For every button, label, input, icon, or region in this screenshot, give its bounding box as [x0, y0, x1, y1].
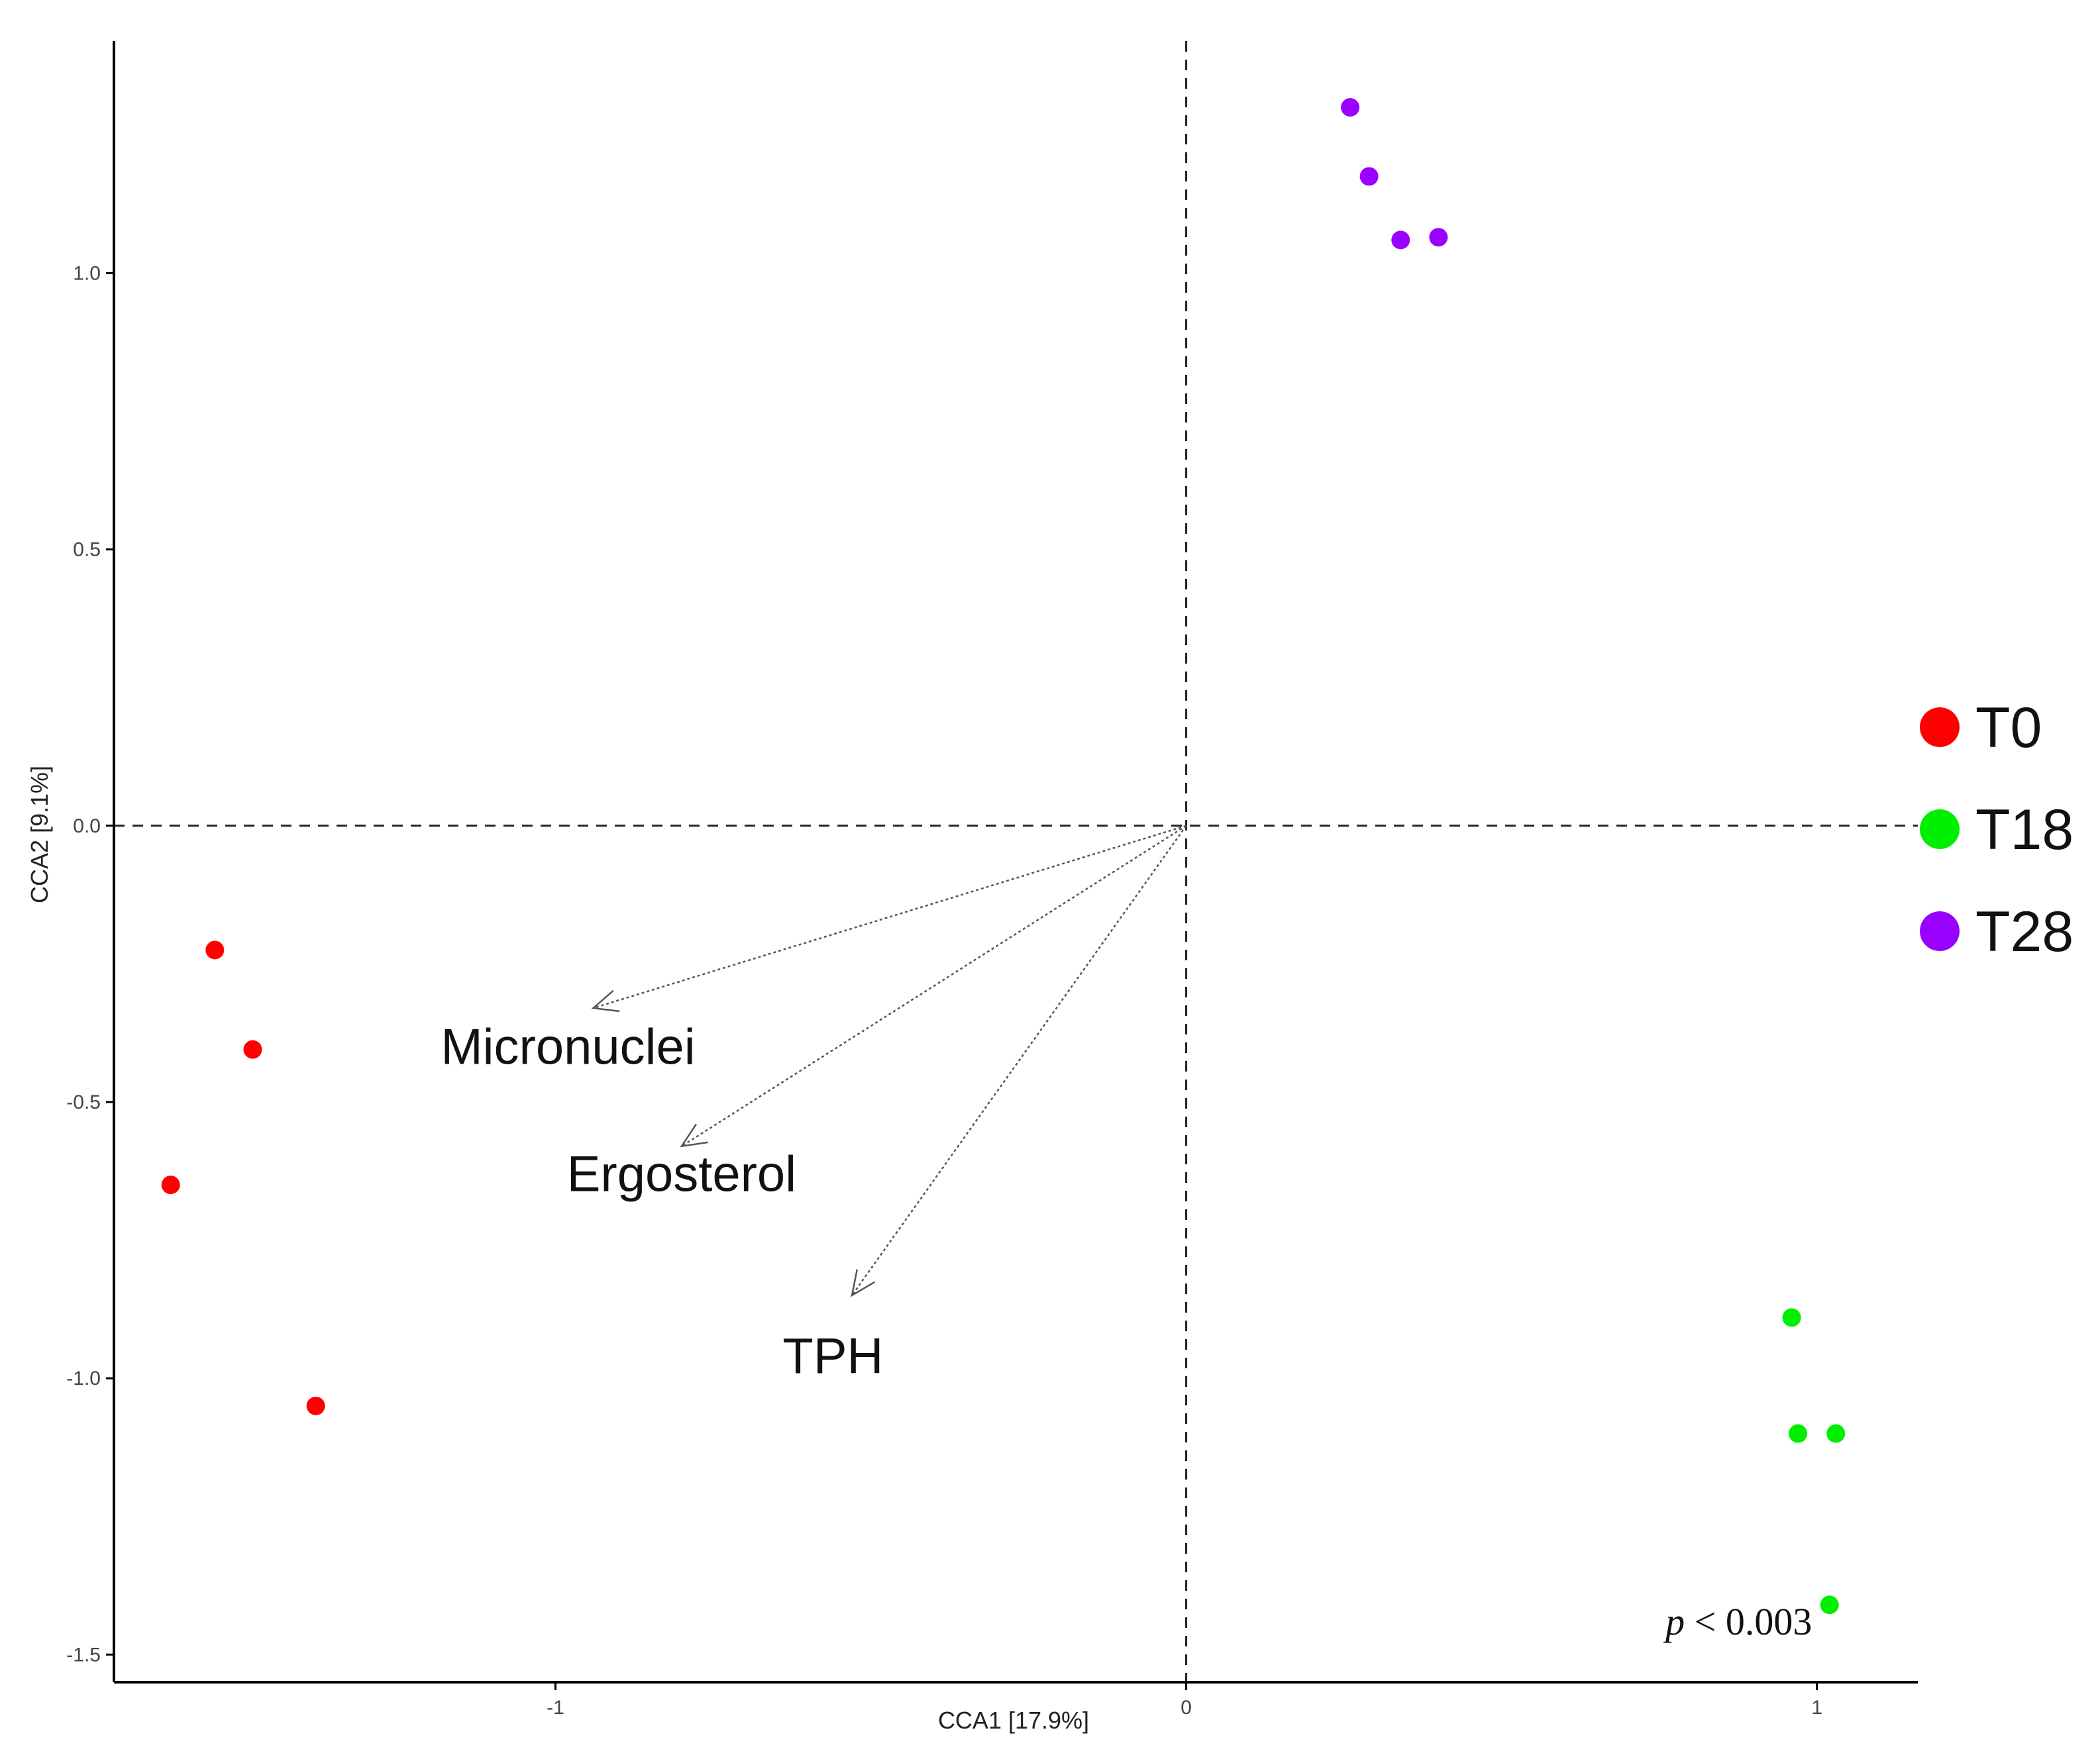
- vector-micronuclei-arrowhead: [591, 989, 620, 1013]
- point-t28: [1429, 228, 1448, 247]
- vector-micronuclei-label: Micronuclei: [441, 1019, 695, 1076]
- x-tick-label: -1: [547, 1697, 564, 1719]
- vector-ergosterol-line: [681, 825, 1187, 1147]
- point-t28: [1359, 167, 1379, 186]
- point-t18: [1826, 1424, 1846, 1443]
- point-t18: [1789, 1424, 1808, 1443]
- legend: T0 T18 T28: [1920, 696, 2074, 964]
- y-axis-ticks: -1.5 -1.0 -0.5 0.0 0.5 1.0: [66, 262, 114, 1666]
- legend-marker-t18: [1920, 809, 1960, 849]
- p-value-annotation: p < 0.003: [1663, 1600, 1812, 1643]
- legend-marker-t0: [1920, 707, 1960, 747]
- y-tick-label: -0.5: [66, 1091, 101, 1113]
- x-axis-ticks: -1 0 1: [547, 1682, 1822, 1719]
- vector-tph-line: [851, 825, 1187, 1296]
- legend-marker-t28: [1920, 911, 1960, 951]
- x-tick-label: 1: [1811, 1697, 1822, 1719]
- p-threshold: < 0.003: [1685, 1600, 1812, 1643]
- y-tick-label: 0.0: [73, 815, 101, 837]
- y-tick-label: 0.5: [73, 539, 101, 561]
- point-t18: [1820, 1595, 1839, 1615]
- point-t0: [243, 1040, 262, 1059]
- point-t18: [1782, 1308, 1801, 1327]
- point-t28: [1391, 230, 1410, 250]
- vector-micronuclei-line: [593, 825, 1186, 1009]
- point-t0: [161, 1176, 180, 1195]
- point-t0: [205, 940, 225, 960]
- axes: [113, 41, 1918, 1684]
- y-tick-label: -1.0: [66, 1368, 101, 1389]
- point-t28: [1341, 98, 1360, 117]
- vector-ergosterol-arrowhead: [680, 1123, 708, 1148]
- environmental-vectors: Micronuclei Ergosterol TPH: [441, 825, 1187, 1385]
- sample-points: [161, 98, 1846, 1615]
- y-axis-title: CCA2 [9.1%]: [26, 766, 53, 903]
- y-tick-label: -1.5: [66, 1644, 101, 1666]
- y-tick-label: 1.0: [73, 262, 101, 284]
- vector-ergosterol-label: Ergosterol: [567, 1146, 796, 1202]
- legend-label-t18: T18: [1975, 798, 2074, 862]
- reference-lines: [114, 41, 1918, 1682]
- legend-label-t28: T28: [1975, 900, 2074, 964]
- p-symbol: p: [1663, 1600, 1685, 1643]
- vector-tph-label: TPH: [782, 1329, 883, 1385]
- x-tick-label: 0: [1181, 1697, 1192, 1719]
- legend-label-t0: T0: [1975, 696, 2042, 760]
- point-t0: [306, 1396, 325, 1415]
- x-axis-title: CCA1 [17.9%]: [938, 1707, 1089, 1734]
- vector-tph-arrowhead: [851, 1269, 876, 1297]
